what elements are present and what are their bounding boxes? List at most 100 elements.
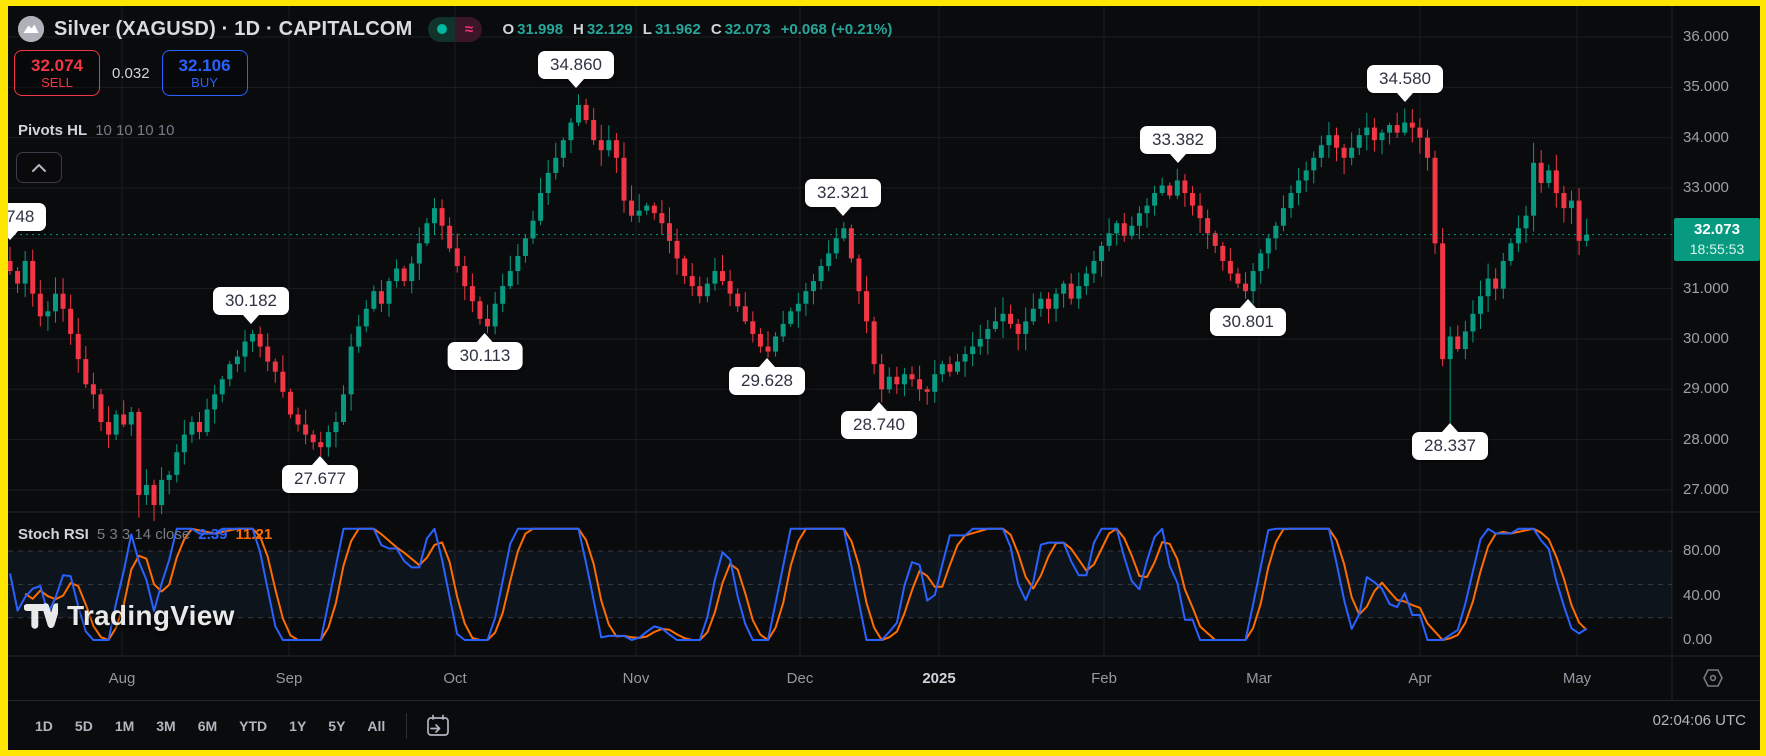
candle-body bbox=[1061, 283, 1067, 294]
candle-body bbox=[128, 411, 134, 425]
sell-button[interactable]: 32.074 SELL bbox=[14, 50, 100, 96]
candle-body bbox=[1493, 278, 1499, 289]
candle-body bbox=[917, 379, 923, 390]
candle-body bbox=[1099, 245, 1105, 261]
range-button-5d[interactable]: 5D bbox=[64, 712, 104, 740]
candle-body bbox=[30, 260, 36, 294]
range-button-ytd[interactable]: YTD bbox=[228, 712, 278, 740]
candle-body bbox=[1152, 193, 1158, 206]
range-button-5y[interactable]: 5Y bbox=[317, 712, 356, 740]
range-button-all[interactable]: All bbox=[356, 712, 396, 740]
candle-body bbox=[197, 422, 202, 433]
range-button-3m[interactable]: 3M bbox=[145, 712, 186, 740]
candle-body bbox=[166, 474, 172, 480]
candle-body bbox=[864, 291, 870, 322]
range-button-1d[interactable]: 1D bbox=[24, 712, 64, 740]
candle-body bbox=[394, 268, 400, 282]
candle-body bbox=[1023, 321, 1029, 334]
timezone-settings-icon[interactable] bbox=[1702, 668, 1724, 693]
candle-body bbox=[1174, 180, 1180, 196]
candle-body bbox=[409, 263, 415, 282]
candle-body bbox=[1568, 200, 1574, 209]
candle-body bbox=[735, 293, 741, 307]
pivot-label-pointer bbox=[835, 207, 851, 217]
candle-body bbox=[1167, 185, 1173, 196]
candle-body bbox=[341, 394, 347, 423]
pivot-label-pointer bbox=[759, 357, 775, 367]
close-value: 32.073 bbox=[724, 20, 771, 38]
candle-body bbox=[1250, 271, 1256, 292]
time-axis-label-Dec[interactable]: Dec bbox=[786, 670, 814, 687]
candle-body bbox=[75, 333, 81, 360]
candle-body bbox=[977, 338, 983, 347]
pivot-label: 30.113 bbox=[447, 333, 523, 371]
candle-body bbox=[560, 140, 566, 158]
time-axis-label-Aug[interactable]: Aug bbox=[108, 670, 136, 687]
price-axis-label: 33.000 bbox=[1683, 178, 1729, 196]
utc-clock[interactable]: 02:04:06 UTC bbox=[1652, 712, 1746, 729]
candle-body bbox=[1326, 135, 1332, 146]
pivots-indicator-legend[interactable]: Pivots HL 10 10 10 10 bbox=[18, 122, 174, 139]
time-axis-label-Nov[interactable]: Nov bbox=[622, 670, 650, 687]
time-axis-label-Apr[interactable]: Apr bbox=[1408, 670, 1432, 687]
pivot-label-pointer bbox=[8, 230, 18, 240]
candle-body bbox=[1394, 125, 1400, 133]
time-axis-label-Oct[interactable]: Oct bbox=[443, 670, 467, 687]
pivot-label-pointer bbox=[1442, 422, 1458, 432]
candle-body bbox=[1508, 243, 1514, 261]
range-button-1m[interactable]: 1M bbox=[104, 712, 145, 740]
price-axis-label: 35.000 bbox=[1683, 78, 1729, 96]
candle-body bbox=[136, 411, 142, 496]
candle-body bbox=[1220, 245, 1226, 261]
candle-body bbox=[1455, 336, 1461, 350]
time-axis-label-Mar[interactable]: Mar bbox=[1246, 670, 1272, 687]
candle-body bbox=[1053, 293, 1059, 309]
candle-body bbox=[272, 361, 278, 372]
candle-body bbox=[924, 389, 930, 392]
time-axis-label-2025[interactable]: 2025 bbox=[922, 670, 956, 687]
candle-body bbox=[583, 104, 589, 121]
candle-body bbox=[598, 140, 604, 151]
range-button-1y[interactable]: 1Y bbox=[278, 712, 317, 740]
candle-body bbox=[45, 311, 51, 317]
candle-body bbox=[1417, 127, 1423, 138]
candle-body bbox=[901, 374, 907, 385]
candle-body bbox=[803, 291, 809, 304]
candle-body bbox=[1447, 336, 1453, 360]
time-axis-label-May[interactable]: May bbox=[1562, 670, 1592, 687]
candle-body bbox=[287, 391, 293, 415]
candle-body bbox=[1379, 132, 1385, 141]
price-axis-label: 36.000 bbox=[1683, 28, 1729, 45]
candle-body bbox=[1478, 296, 1484, 314]
pivot-label-pointer bbox=[568, 79, 584, 89]
candle-body bbox=[242, 341, 248, 357]
tradingview-watermark: TradingView bbox=[24, 600, 235, 632]
candle-body bbox=[1106, 233, 1112, 246]
candle-body bbox=[1311, 157, 1317, 171]
candle-body bbox=[1538, 162, 1544, 183]
candle-body bbox=[1440, 243, 1446, 360]
candle-body bbox=[704, 283, 710, 297]
candle-body bbox=[431, 208, 437, 224]
range-button-6m[interactable]: 6M bbox=[187, 712, 228, 740]
candle-body bbox=[1273, 225, 1279, 239]
candle-body bbox=[234, 356, 240, 365]
buy-button[interactable]: 32.106 BUY bbox=[161, 50, 248, 96]
pivot-label: 33.382 bbox=[1140, 125, 1216, 163]
sell-label: SELL bbox=[41, 75, 73, 90]
candle-body bbox=[697, 286, 703, 297]
candle-body bbox=[727, 281, 733, 294]
time-axis-label-Feb[interactable]: Feb bbox=[1091, 670, 1117, 687]
candle-body bbox=[674, 240, 680, 259]
candle-body bbox=[1485, 278, 1491, 297]
chart-canvas[interactable] bbox=[8, 6, 1760, 750]
candle-body bbox=[1159, 185, 1165, 194]
stoch-rsi-legend[interactable]: Stoch RSI 5 3 3 14 close 2.39 11.21 bbox=[18, 526, 272, 543]
time-axis-label-Sep[interactable]: Sep bbox=[275, 670, 303, 687]
high-label: H bbox=[573, 20, 584, 38]
go-to-date-button[interactable] bbox=[417, 710, 459, 742]
market-status-toggle[interactable]: ≈ bbox=[428, 16, 483, 42]
candle-body bbox=[363, 308, 369, 327]
symbol-title[interactable]: Silver (XAGUSD) · 1D · CAPITALCOM bbox=[54, 17, 413, 40]
collapse-legend-button[interactable] bbox=[16, 152, 62, 183]
